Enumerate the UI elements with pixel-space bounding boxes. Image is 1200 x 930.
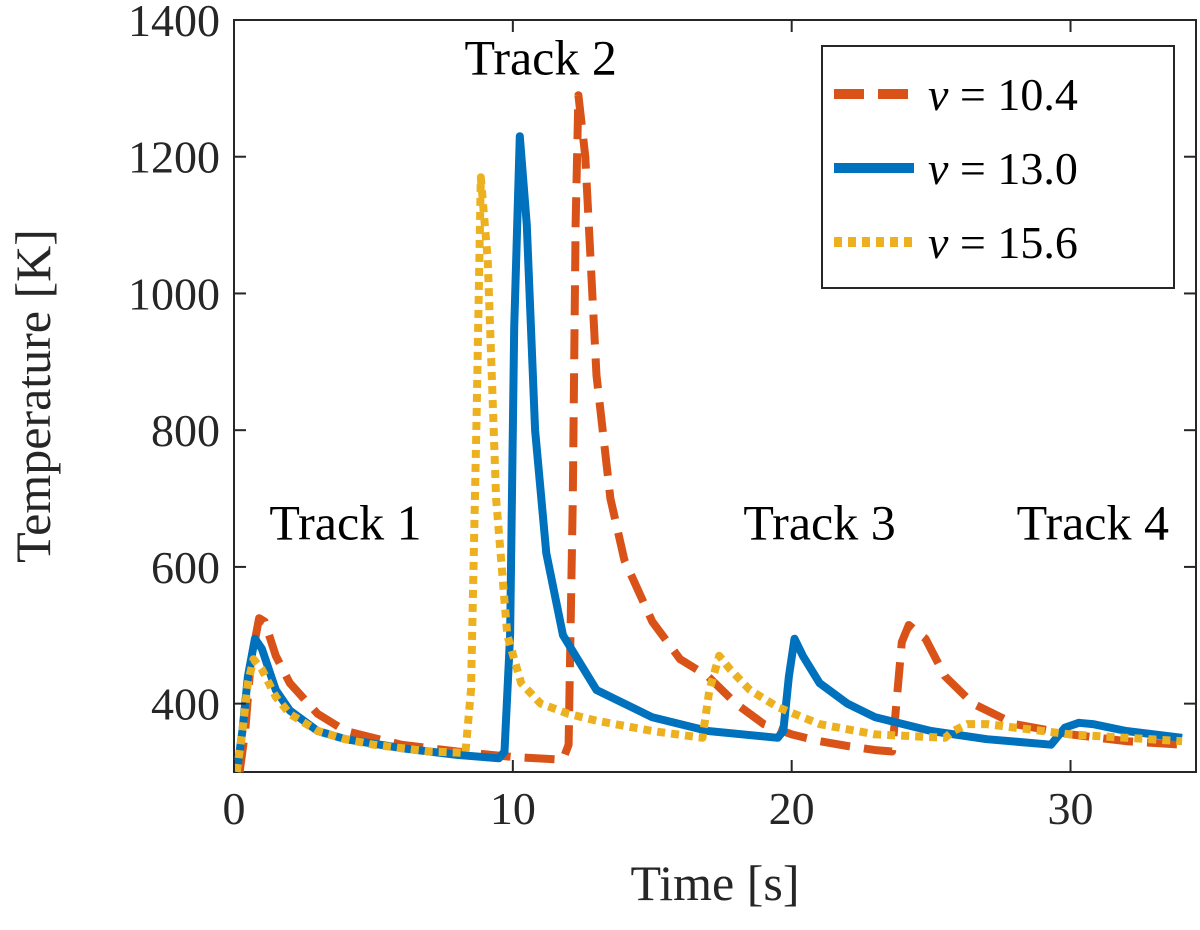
y-tick-label: 1000 (128, 268, 220, 319)
legend-entry-1: v = 10.4 (928, 69, 1078, 120)
series-line-3 (232, 173, 1183, 773)
y-tick-label: 400 (151, 679, 220, 730)
legend: v = 10.4 v = 13.0 v = 15.6 (821, 45, 1175, 289)
x-tick-label: 20 (769, 783, 815, 834)
y-axis-label: Temperature [K] (5, 229, 61, 563)
x-tick-label: 0 (223, 783, 246, 834)
legend-entry-3: v = 15.6 (928, 217, 1078, 268)
y-tick-label: 800 (151, 405, 220, 456)
y-tick-label: 1200 (128, 132, 220, 183)
y-tick-label: 1400 (128, 0, 220, 46)
annotations: Track 1 Track 2 Track 3 Track 4 (269, 30, 1169, 551)
series-layer (232, 91, 1183, 773)
series-line-2 (232, 132, 1183, 773)
x-tick-label: 10 (490, 783, 536, 834)
annotation-track-3: Track 3 (743, 495, 895, 551)
x-axis-label: Time [s] (630, 855, 799, 911)
annotation-track-1: Track 1 (269, 495, 421, 551)
x-tick-label: 30 (1048, 783, 1094, 834)
annotation-track-2: Track 2 (465, 30, 617, 86)
ticks-layer: 0 10 20 30 400 600 800 1000 1200 1400 (128, 0, 1196, 834)
annotation-track-4: Track 4 (1017, 495, 1169, 551)
legend-entry-2: v = 13.0 (928, 143, 1078, 194)
series-line-1 (235, 91, 1183, 773)
y-tick-label: 600 (151, 542, 220, 593)
